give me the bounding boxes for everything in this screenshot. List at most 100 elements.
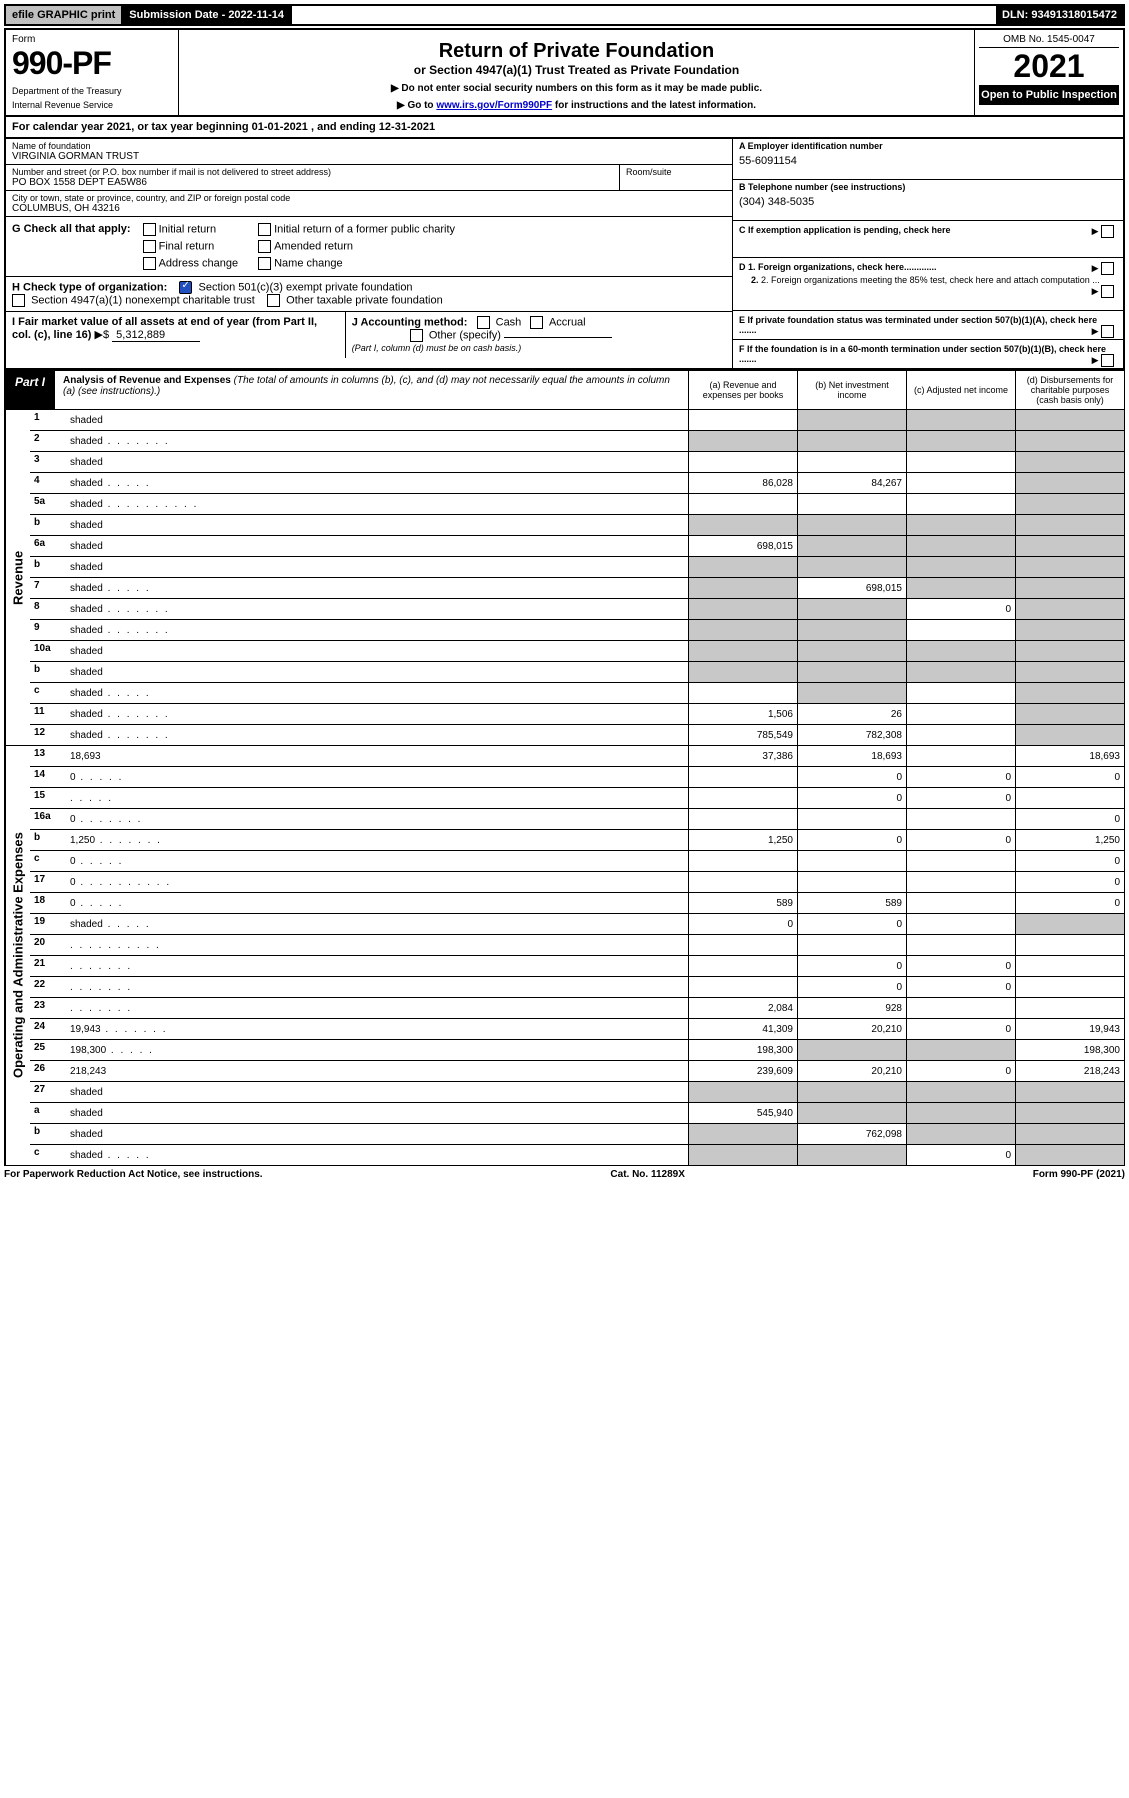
col-c-value <box>906 494 1015 514</box>
info-grid: Name of foundation VIRGINIA GORMAN TRUST… <box>4 139 1125 370</box>
rev-row-b: bshaded <box>30 662 1124 683</box>
col-d-value <box>1015 641 1124 661</box>
col-b-value <box>797 410 906 430</box>
efile-print-button[interactable]: efile GRAPHIC print <box>6 6 123 24</box>
g-opt-initial-former[interactable]: Initial return of a former public charit… <box>258 223 455 236</box>
col-c-value <box>906 473 1015 493</box>
j-other-check[interactable] <box>410 329 423 342</box>
irs-link[interactable]: www.irs.gov/Form990PF <box>436 100 552 111</box>
h-opt1: Section 501(c)(3) exempt private foundat… <box>199 281 413 293</box>
line-desc: 0 <box>66 770 688 785</box>
goto-post: for instructions and the latest informat… <box>552 100 756 111</box>
rev-row-4: 4shaded86,02884,267 <box>30 473 1124 494</box>
col-c-value <box>906 872 1015 892</box>
line-desc: 18,693 <box>66 749 688 764</box>
h-opt1-check[interactable] <box>179 281 192 294</box>
f-check[interactable] <box>1101 354 1114 367</box>
col-c-value <box>906 914 1015 934</box>
line-desc: 19,943 <box>66 1022 688 1037</box>
open-public-badge: Open to Public Inspection <box>979 85 1119 105</box>
exp-row-25: 25198,300198,300198,300 <box>30 1040 1124 1061</box>
col-d-value: 18,693 <box>1015 746 1124 766</box>
g-opt-initial[interactable]: Initial return <box>143 223 239 236</box>
col-a-value <box>688 662 797 682</box>
section-i: I Fair market value of all assets at end… <box>6 312 346 358</box>
g-opt-name[interactable]: Name change <box>258 257 455 270</box>
col-c-value: 0 <box>906 1145 1015 1165</box>
col-c-value <box>906 431 1015 451</box>
j-label: J Accounting method: <box>352 316 468 328</box>
exp-row-c: c00 <box>30 851 1124 872</box>
form-subtitle: or Section 4947(a)(1) Trust Treated as P… <box>189 63 964 77</box>
name-cell: Name of foundation VIRGINIA GORMAN TRUST <box>6 139 732 165</box>
name-label: Name of foundation <box>12 141 726 151</box>
col-b-value: 762,098 <box>797 1124 906 1144</box>
e-check[interactable] <box>1101 325 1114 338</box>
col-d-value: 19,943 <box>1015 1019 1124 1039</box>
col-b-value: 84,267 <box>797 473 906 493</box>
col-b-value <box>797 935 906 955</box>
goto-pre: ▶ Go to <box>397 100 436 111</box>
col-b-value <box>797 1082 906 1102</box>
col-d-value: 0 <box>1015 851 1124 871</box>
col-a-value <box>688 578 797 598</box>
h-opt3-check[interactable] <box>267 294 280 307</box>
col-d-value <box>1015 998 1124 1018</box>
col-b-value: 0 <box>797 830 906 850</box>
g-opt-amended[interactable]: Amended return <box>258 240 455 253</box>
footer-center: Cat. No. 11289X <box>610 1169 684 1180</box>
ein-cell: A Employer identification number 55-6091… <box>733 139 1123 180</box>
dept-irs: Internal Revenue Service <box>12 100 172 110</box>
col-c-value <box>906 725 1015 745</box>
line-desc: shaded <box>66 434 688 449</box>
exp-row-b: bshaded762,098 <box>30 1124 1124 1145</box>
col-d-value: 1,250 <box>1015 830 1124 850</box>
col-a-value: 2,084 <box>688 998 797 1018</box>
exp-row-b: b1,2501,250001,250 <box>30 830 1124 851</box>
col-c-value <box>906 1124 1015 1144</box>
col-a-value: 37,386 <box>688 746 797 766</box>
footer-bar: For Paperwork Reduction Act Notice, see … <box>4 1166 1125 1183</box>
ein-label: A Employer identification number <box>739 141 1117 151</box>
col-d-value <box>1015 725 1124 745</box>
j-other-input[interactable] <box>504 337 612 338</box>
h-opt2-check[interactable] <box>12 294 25 307</box>
col-c-value: 0 <box>906 830 1015 850</box>
address-value: PO BOX 1558 DEPT EA5W86 <box>12 177 613 188</box>
revenue-side-label: Revenue <box>5 410 30 745</box>
j-accrual-check[interactable] <box>530 316 543 329</box>
col-b-header: (b) Net investment income <box>797 371 906 409</box>
col-c-value: 0 <box>906 1061 1015 1081</box>
d2-check[interactable] <box>1101 285 1114 298</box>
j-cash-check[interactable] <box>477 316 490 329</box>
g-opt-final[interactable]: Final return <box>143 240 239 253</box>
instruction-ssn: ▶ Do not enter social security numbers o… <box>189 83 964 94</box>
col-a-value <box>688 599 797 619</box>
col-c-value <box>906 998 1015 1018</box>
col-d-value <box>1015 704 1124 724</box>
j-accrual: Accrual <box>549 316 586 328</box>
line-num: b <box>30 662 66 677</box>
line-num: 22 <box>30 977 66 992</box>
d1-check[interactable] <box>1101 262 1114 275</box>
col-a-value <box>688 1145 797 1165</box>
rev-row-3: 3shaded <box>30 452 1124 473</box>
col-b-value: 26 <box>797 704 906 724</box>
line-desc: 198,300 <box>66 1043 688 1058</box>
c-check[interactable] <box>1101 225 1114 238</box>
col-a-header: (a) Revenue and expenses per books <box>688 371 797 409</box>
g-opt-address[interactable]: Address change <box>143 257 239 270</box>
expense-rows: 1318,69337,38618,69318,693140000150016a0… <box>30 746 1124 1165</box>
city-label: City or town, state or province, country… <box>12 193 726 203</box>
col-b-value <box>797 620 906 640</box>
line-desc <box>66 938 688 953</box>
line-num: 15 <box>30 788 66 803</box>
j-other: Other (specify) <box>429 329 501 341</box>
exp-row-24: 2419,94341,30920,210019,943 <box>30 1019 1124 1040</box>
col-b-value <box>797 515 906 535</box>
line-num: b <box>30 515 66 530</box>
line-num: 18 <box>30 893 66 908</box>
exp-row-19: 19shaded00 <box>30 914 1124 935</box>
col-b-value: 589 <box>797 893 906 913</box>
col-c-value <box>906 578 1015 598</box>
